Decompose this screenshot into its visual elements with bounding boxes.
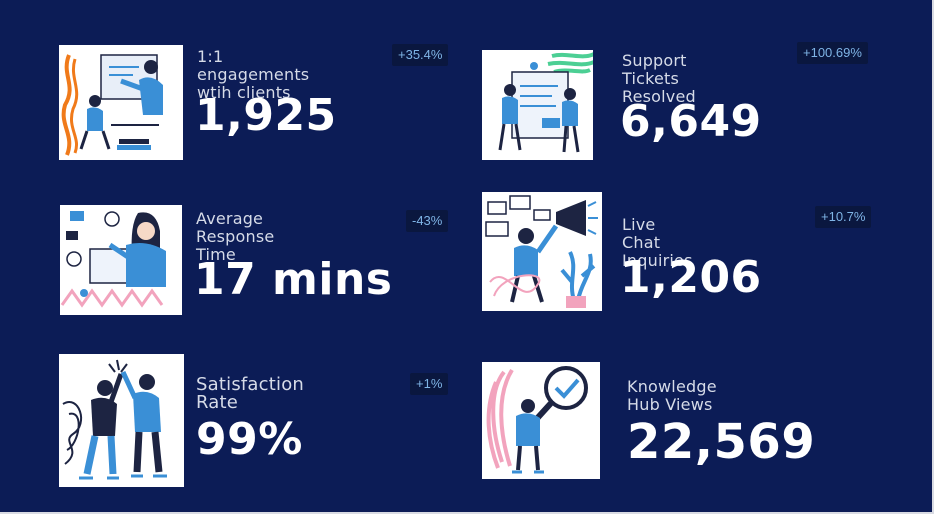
stat-label: 1:1 engagements wtih clients [197, 47, 310, 102]
stat-value: 1,206 [620, 252, 762, 303]
stat-label: Average Response Time [196, 209, 275, 264]
stat-label: Knowledge Hub Views [627, 377, 717, 414]
stat-change-badge: -43% [406, 210, 449, 232]
meeting-illustration-icon [59, 45, 183, 160]
stat-value: 6,649 [620, 96, 762, 147]
response-time-illustration-icon [60, 205, 182, 315]
high-five-illustration-icon [59, 354, 184, 487]
stat-change-badge: +100.69% [797, 42, 868, 64]
stat-change-badge: +10.7% [815, 206, 872, 228]
stat-value: 1,925 [195, 90, 337, 141]
stat-label: Support Tickets Resolved [622, 51, 696, 106]
stat-value: 17 mins [194, 254, 393, 305]
stat-label: Live Chat Inquiries [622, 215, 693, 270]
live-chat-illustration-icon [482, 192, 602, 311]
support-tickets-illustration-icon [482, 50, 593, 160]
magnifier-check-illustration-icon [482, 362, 600, 479]
stat-value: 22,569 [627, 414, 816, 470]
stat-label: Satisfaction Rate [196, 374, 305, 413]
stat-change-badge: +1% [410, 373, 449, 395]
stat-value: 99% [196, 414, 303, 465]
stat-change-badge: +35.4% [392, 44, 449, 66]
